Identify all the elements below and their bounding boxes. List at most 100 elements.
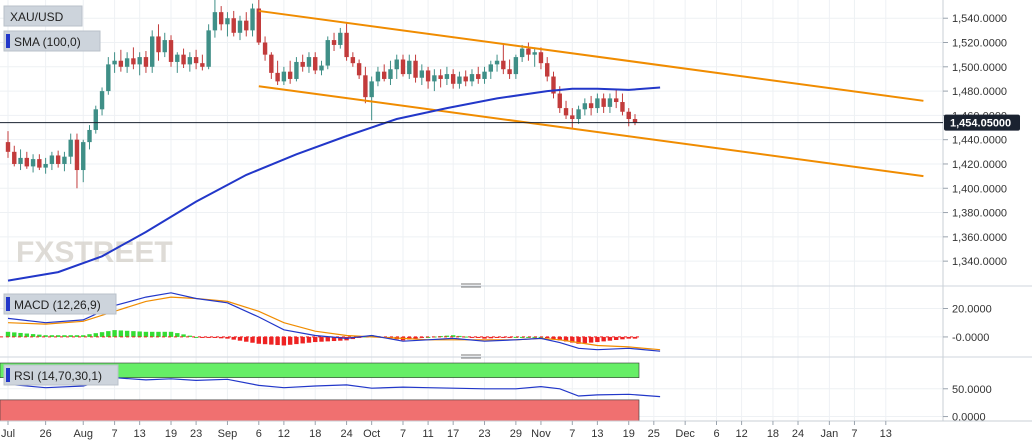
macd-histogram-bar (620, 336, 625, 340)
candle (87, 125, 92, 150)
macd-histogram-bar (563, 336, 569, 342)
channel-lower-line (258, 85, 924, 178)
candle-body (570, 115, 575, 120)
rsi-zones (0, 362, 640, 422)
candle-body (49, 155, 55, 164)
instrument-label[interactable]: XAU/USD (3, 5, 83, 27)
candle-body (181, 54, 186, 65)
macd-label[interactable]: MACD (12,26,9) (3, 293, 117, 315)
macd-histogram-bar (545, 336, 550, 339)
resize-handle[interactable] (461, 283, 481, 288)
candle (488, 60, 493, 79)
candle-body (124, 58, 130, 67)
candle-body (12, 151, 17, 164)
candle (62, 151, 67, 172)
indicator-lines (7, 9, 924, 398)
candle-body (494, 60, 500, 65)
candle (237, 15, 243, 41)
macd-histogram-bar (319, 336, 324, 342)
macd-histogram-bar (193, 336, 199, 338)
macd-histogram-bar (187, 335, 193, 337)
candle-body (551, 76, 556, 94)
candle (513, 54, 519, 79)
candle (313, 52, 318, 75)
candle (588, 95, 594, 116)
candle-body (501, 60, 506, 70)
candle (632, 114, 638, 126)
candle (106, 57, 111, 95)
x-tick-label: 6 (256, 428, 262, 440)
candle-body (595, 98, 600, 109)
macd-histogram-bar (507, 336, 512, 338)
x-tick-label: 19 (623, 428, 635, 440)
candle (18, 149, 23, 171)
candle-body (306, 57, 312, 67)
candle (118, 49, 124, 72)
macd-histogram-bar (93, 333, 98, 337)
candle-body (369, 81, 374, 98)
x-tick-label: 12 (735, 428, 747, 440)
sma-label[interactable]: SMA (100,0) (3, 30, 101, 52)
candle (438, 69, 443, 88)
macd-histogram-bar (582, 336, 588, 344)
candle (206, 24, 211, 70)
x-tick-label: 13 (880, 428, 892, 440)
x-tick-label: Jan (820, 428, 838, 440)
macd-histogram-bar (124, 330, 130, 337)
candle (425, 66, 431, 89)
x-tick-label: 13 (134, 428, 146, 440)
macd-histogram-bar (570, 336, 575, 343)
candle-body (106, 64, 111, 92)
macd-histogram-bar (137, 331, 142, 337)
candle-body (112, 60, 117, 65)
candle (400, 54, 406, 77)
candle-body (425, 70, 431, 82)
x-tick-label: 19 (165, 428, 177, 440)
macd-histogram-bar (300, 336, 305, 344)
candle (49, 151, 55, 171)
candle-body (407, 60, 412, 75)
macd-histogram-bar (262, 336, 268, 345)
y-tick-label: 1,500.0000 (952, 62, 1007, 74)
macd-histogram-bar (156, 331, 161, 337)
candle-body (513, 57, 519, 75)
candle-body (632, 119, 638, 123)
candle (394, 54, 399, 79)
macd-histogram-bar (287, 336, 293, 345)
macd-histogram-bar (218, 336, 224, 339)
candle-body (300, 61, 305, 67)
y-tick-label: 1,540.0000 (952, 13, 1007, 25)
candle-body (162, 40, 167, 53)
candle-body (538, 52, 544, 64)
candle (281, 66, 287, 86)
macd-histogram-bar (55, 335, 61, 337)
candle-body (81, 142, 86, 171)
x-tick-label: 23 (190, 428, 202, 440)
macd-histogram-bar (74, 335, 80, 337)
rsi-label[interactable]: RSI (14,70,30,1) (3, 364, 119, 386)
candle (244, 12, 249, 37)
candle (563, 100, 569, 120)
candle (570, 108, 575, 129)
candle (375, 66, 381, 87)
candle-body (557, 93, 562, 109)
candle-body (350, 57, 356, 64)
candle (469, 69, 475, 87)
candle-body (457, 76, 462, 84)
candle (538, 47, 544, 70)
candle-body (419, 70, 425, 78)
macd-histogram-bar (112, 330, 117, 337)
resize-handle[interactable] (461, 354, 481, 359)
macd-histogram-bar (588, 336, 594, 343)
candle-body (99, 91, 105, 110)
candle (218, 6, 224, 31)
candle (507, 59, 512, 79)
y-tick-label: 1,440.0000 (952, 135, 1007, 147)
macd-histogram-bar (413, 336, 418, 339)
candle (382, 64, 387, 82)
macd-histogram-bar (12, 332, 17, 337)
macd-histogram-bar (5, 331, 11, 337)
macd-histogram-bar (338, 336, 343, 341)
candle-body (74, 139, 80, 171)
